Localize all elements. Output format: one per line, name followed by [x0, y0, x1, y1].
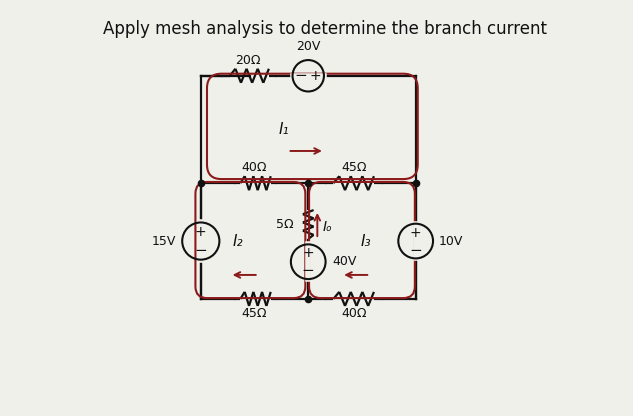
Text: +: +	[310, 69, 322, 83]
Text: −: −	[302, 263, 315, 278]
Text: 40Ω: 40Ω	[242, 161, 267, 174]
Text: Apply mesh analysis to determine the branch current: Apply mesh analysis to determine the bra…	[103, 20, 547, 38]
Text: 40Ω: 40Ω	[341, 307, 367, 320]
Text: I₃: I₃	[361, 233, 372, 248]
Text: I₁: I₁	[278, 122, 289, 137]
Text: 5Ω: 5Ω	[276, 218, 294, 231]
Text: +: +	[195, 225, 206, 239]
Text: 20V: 20V	[296, 40, 320, 53]
Text: Iₒ: Iₒ	[323, 220, 332, 234]
Text: −: −	[294, 68, 307, 83]
Text: −: −	[410, 243, 422, 258]
Text: 40V: 40V	[332, 255, 356, 268]
Text: −: −	[194, 243, 207, 258]
Text: 10V: 10V	[439, 235, 463, 248]
Text: +: +	[303, 246, 314, 260]
Text: +: +	[410, 226, 422, 240]
Text: 45Ω: 45Ω	[341, 161, 367, 174]
Text: 15V: 15V	[152, 235, 176, 248]
Text: 45Ω: 45Ω	[242, 307, 267, 320]
Text: 20Ω: 20Ω	[235, 54, 261, 67]
Text: I₂: I₂	[233, 233, 243, 248]
